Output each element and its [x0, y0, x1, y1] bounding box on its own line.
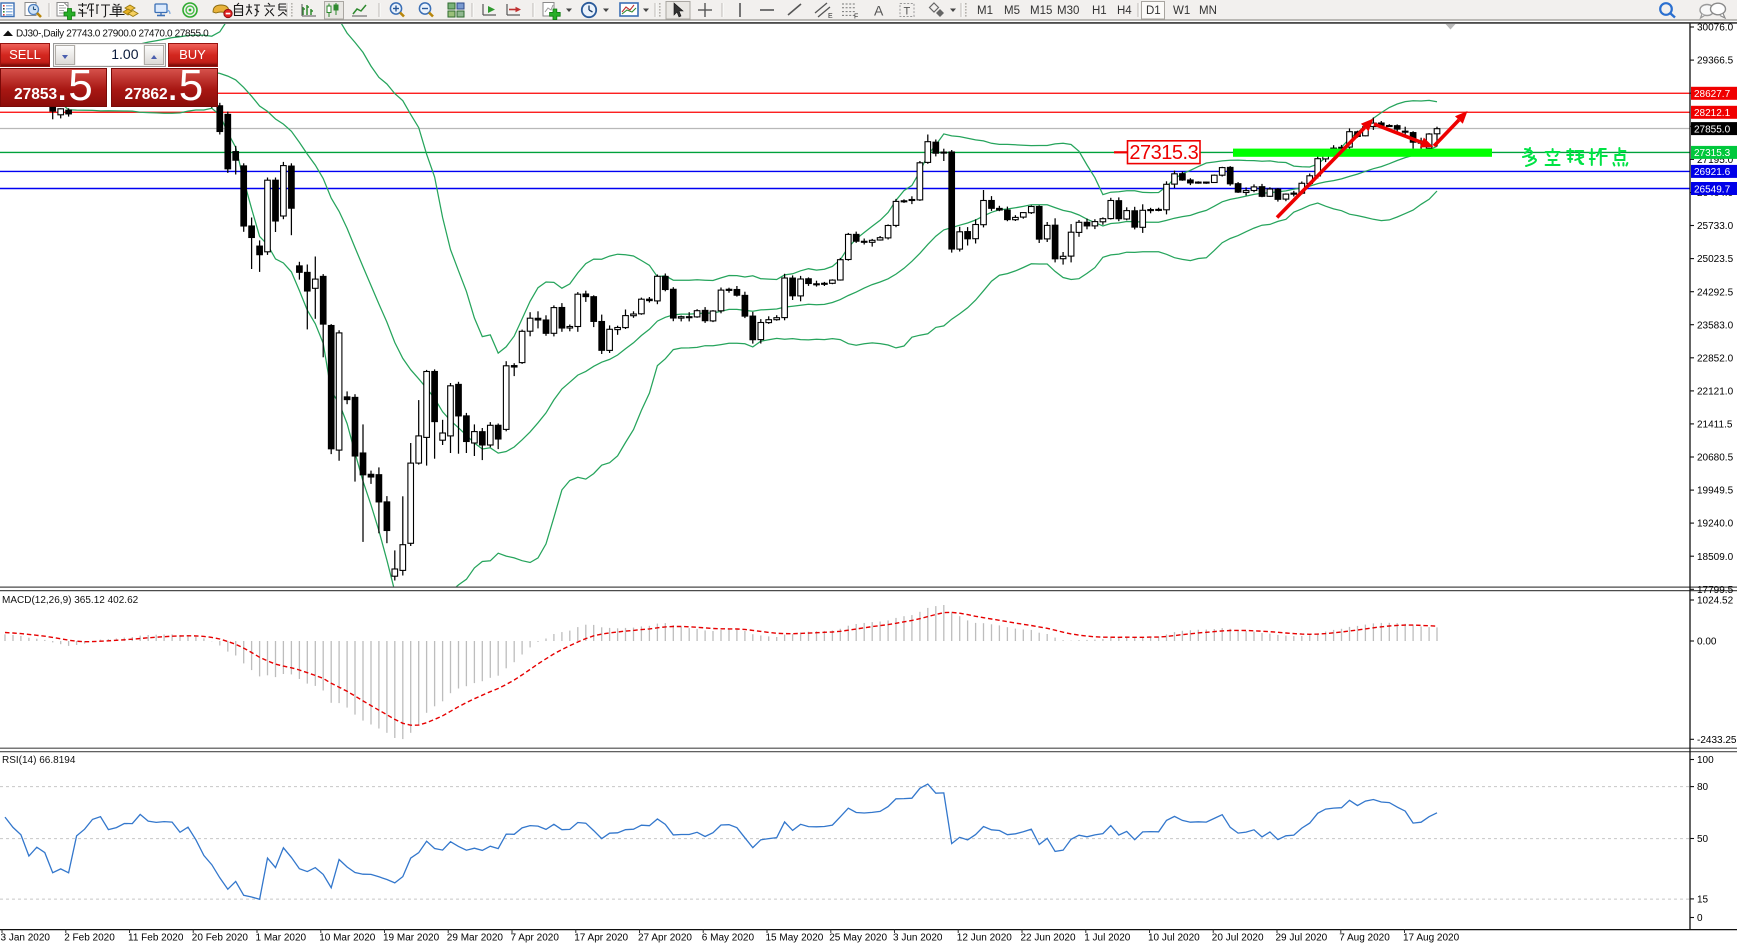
svg-text:19 Mar 2020: 19 Mar 2020 [383, 933, 440, 944]
svg-text:6 May 2020: 6 May 2020 [702, 933, 755, 944]
svg-text:MACD(12,26,9) 365.12 402.62: MACD(12,26,9) 365.12 402.62 [2, 595, 139, 606]
svg-text:20 Jul 2020: 20 Jul 2020 [1212, 933, 1264, 944]
svg-text:17 Aug 2020: 17 Aug 2020 [1403, 933, 1460, 944]
svg-text:MN: MN [1199, 5, 1217, 17]
svg-text:H4: H4 [1117, 5, 1132, 17]
svg-text:29 Mar 2020: 29 Mar 2020 [447, 933, 504, 944]
svg-text:28627.7: 28627.7 [1694, 89, 1731, 100]
svg-text:10 Jul 2020: 10 Jul 2020 [1148, 933, 1200, 944]
svg-text:1 Mar 2020: 1 Mar 2020 [256, 933, 307, 944]
svg-text:27195.0: 27195.0 [1697, 155, 1734, 166]
svg-text:0: 0 [1697, 913, 1703, 924]
svg-text:24292.5: 24292.5 [1697, 287, 1734, 298]
svg-text:15: 15 [1697, 895, 1709, 906]
svg-text:27855.0: 27855.0 [1694, 124, 1731, 135]
svg-text:27 Apr 2020: 27 Apr 2020 [638, 933, 692, 944]
svg-text:26549.7: 26549.7 [1694, 184, 1731, 195]
svg-text:30076.0: 30076.0 [1697, 23, 1734, 34]
svg-text:M30: M30 [1057, 5, 1079, 17]
svg-text:10 Mar 2020: 10 Mar 2020 [319, 933, 376, 944]
svg-text:29 Jul 2020: 29 Jul 2020 [1276, 933, 1328, 944]
svg-text:29366.5: 29366.5 [1697, 56, 1734, 67]
svg-text:22121.0: 22121.0 [1697, 387, 1734, 398]
svg-text:1024.52: 1024.52 [1697, 596, 1734, 607]
svg-text:RSI(14) 66.8194: RSI(14) 66.8194 [2, 755, 76, 766]
svg-text:0.00: 0.00 [1697, 637, 1717, 648]
svg-text:15 May 2020: 15 May 2020 [766, 933, 824, 944]
svg-text:3 Jan 2020: 3 Jan 2020 [1, 933, 51, 944]
svg-text:E: E [828, 13, 833, 20]
svg-text:27315.3: 27315.3 [1694, 148, 1731, 159]
svg-text:7 Apr 2020: 7 Apr 2020 [511, 933, 560, 944]
svg-text:25733.0: 25733.0 [1697, 221, 1734, 232]
svg-text:28212.1: 28212.1 [1694, 108, 1731, 119]
svg-text:D1: D1 [1146, 5, 1161, 17]
svg-text:22852.0: 22852.0 [1697, 353, 1734, 364]
svg-text:19949.5: 19949.5 [1697, 486, 1734, 497]
svg-text:50: 50 [1697, 834, 1709, 845]
svg-text:DJ30-,Daily 27743.0 27900.0 2: DJ30-,Daily 27743.0 27900.0 27470.0 2785… [16, 29, 209, 40]
svg-text:1 Jul 2020: 1 Jul 2020 [1084, 933, 1131, 944]
svg-text:11 Feb 2020: 11 Feb 2020 [128, 933, 184, 944]
svg-text:25 May 2020: 25 May 2020 [829, 933, 887, 944]
svg-text:26921.6: 26921.6 [1694, 167, 1731, 178]
svg-text:23583.0: 23583.0 [1697, 320, 1734, 331]
svg-text:W1: W1 [1173, 5, 1190, 17]
svg-text:17 Apr 2020: 17 Apr 2020 [574, 933, 628, 944]
svg-text:22 Jun 2020: 22 Jun 2020 [1021, 933, 1076, 944]
svg-text:M5: M5 [1004, 5, 1020, 17]
svg-text:H1: H1 [1092, 5, 1107, 17]
svg-text:27315.3: 27315.3 [1129, 142, 1198, 164]
svg-text:7 Aug 2020: 7 Aug 2020 [1339, 933, 1390, 944]
svg-text:F: F [854, 14, 858, 21]
svg-text:100: 100 [1697, 755, 1714, 766]
svg-text:20680.5: 20680.5 [1697, 453, 1734, 464]
svg-text:A: A [874, 3, 884, 19]
svg-text:21411.5: 21411.5 [1697, 420, 1733, 431]
svg-text:25023.5: 25023.5 [1697, 254, 1734, 265]
svg-text:18509.0: 18509.0 [1697, 552, 1734, 563]
svg-text:19240.0: 19240.0 [1697, 519, 1734, 530]
svg-text:3 Jun 2020: 3 Jun 2020 [893, 933, 943, 944]
svg-text:20 Feb 2020: 20 Feb 2020 [192, 933, 249, 944]
svg-text:-2433.25: -2433.25 [1697, 735, 1737, 746]
svg-text:M1: M1 [977, 5, 993, 17]
svg-text:17799.5: 17799.5 [1697, 585, 1734, 596]
svg-text:80: 80 [1697, 782, 1709, 793]
svg-text:12 Jun 2020: 12 Jun 2020 [957, 933, 1012, 944]
svg-text:M15: M15 [1030, 5, 1052, 17]
svg-text:T: T [904, 6, 911, 18]
svg-text:2 Feb 2020: 2 Feb 2020 [64, 933, 115, 944]
